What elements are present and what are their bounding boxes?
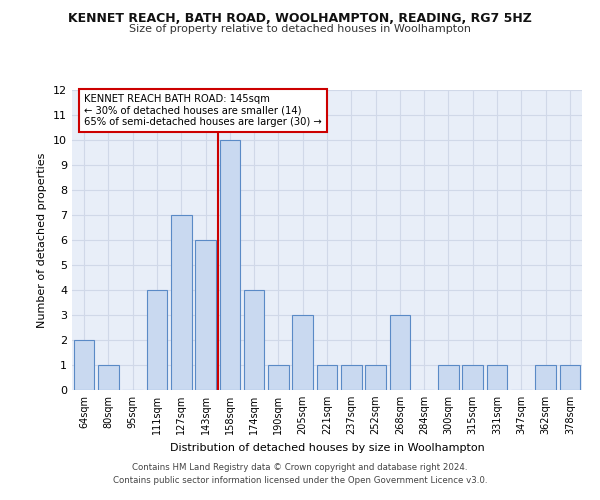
Bar: [389, 315, 410, 390]
Bar: [463, 365, 483, 390]
Bar: [438, 365, 459, 390]
Bar: [487, 365, 508, 390]
Text: Size of property relative to detached houses in Woolhampton: Size of property relative to detached ho…: [129, 24, 471, 34]
Text: Contains public sector information licensed under the Open Government Licence v3: Contains public sector information licen…: [113, 476, 487, 485]
Y-axis label: Number of detached properties: Number of detached properties: [37, 152, 47, 328]
Bar: [98, 365, 119, 390]
Bar: [244, 290, 265, 390]
Bar: [560, 365, 580, 390]
Bar: [365, 365, 386, 390]
Bar: [171, 215, 191, 390]
X-axis label: Distribution of detached houses by size in Woolhampton: Distribution of detached houses by size …: [170, 442, 484, 452]
Bar: [146, 290, 167, 390]
Text: KENNET REACH BATH ROAD: 145sqm
← 30% of detached houses are smaller (14)
65% of : KENNET REACH BATH ROAD: 145sqm ← 30% of …: [85, 94, 322, 127]
Bar: [292, 315, 313, 390]
Bar: [341, 365, 362, 390]
Text: Contains HM Land Registry data © Crown copyright and database right 2024.: Contains HM Land Registry data © Crown c…: [132, 464, 468, 472]
Bar: [268, 365, 289, 390]
Bar: [74, 340, 94, 390]
Bar: [535, 365, 556, 390]
Bar: [220, 140, 240, 390]
Bar: [195, 240, 216, 390]
Bar: [317, 365, 337, 390]
Text: KENNET REACH, BATH ROAD, WOOLHAMPTON, READING, RG7 5HZ: KENNET REACH, BATH ROAD, WOOLHAMPTON, RE…: [68, 12, 532, 26]
